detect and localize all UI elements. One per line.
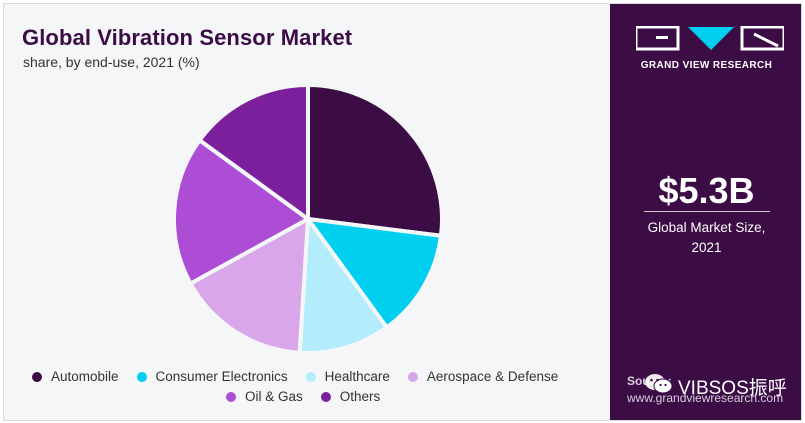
chart-title: Global Vibration Sensor Market	[22, 25, 353, 50]
legend-label: Healthcare	[324, 369, 390, 384]
legend-label: Others	[339, 389, 381, 404]
pie-slice-oil-gas	[172, 138, 310, 286]
pie-slice-aerospace-defense	[188, 217, 310, 355]
legend-item-consumer-electronics: Consumer Electronics	[136, 369, 288, 384]
legend-item-others: Others	[320, 389, 381, 404]
pie-slice-consumer-electronics	[306, 217, 443, 330]
legend-marker	[136, 371, 147, 382]
market-caption-line1: Global Market Size,	[647, 220, 766, 235]
pie-slice-automobile	[306, 83, 444, 238]
watermark-text: VIBSOS振呼	[678, 378, 787, 399]
chart-panel: Global Vibration Sensor Market share, by…	[4, 4, 610, 420]
brand-name: GRAND VIEW RESEARCH	[640, 60, 773, 71]
legend-row-1: Automobile Consumer Electronics Healthcare…	[32, 369, 576, 384]
legend-item-aerospace-defense: Aerospace & Defense	[407, 369, 559, 384]
pie-slice-healthcare	[297, 217, 389, 356]
divider	[644, 211, 770, 212]
wechat-icon	[645, 374, 673, 394]
chart-subtitle: share, by end-use, 2021 (%)	[23, 54, 200, 70]
legend-item-oil-gas: Oil & Gas	[226, 389, 303, 404]
source-url: www.grandviewresearch.com	[627, 391, 784, 405]
pie-chart	[172, 83, 444, 356]
legend-marker	[407, 371, 418, 382]
legend-label: Automobile	[51, 369, 119, 384]
legend-item-automobile: Automobile	[32, 369, 119, 384]
summary-sidebar: GRAND VIEW RESEARCH $5.3B Global Market …	[610, 4, 801, 420]
legend-item-healthcare: Healthcare	[305, 369, 390, 384]
grand-view-research-logo	[636, 26, 784, 51]
market-caption-line2: 2021	[691, 240, 722, 255]
infographic-card: Global Vibration Sensor Market share, by…	[3, 3, 802, 421]
legend-row-2: Oil & Gas Others	[226, 389, 398, 404]
legend-label: Consumer Electronics	[155, 369, 288, 384]
legend-marker	[32, 371, 42, 382]
legend-label: Oil & Gas	[245, 389, 303, 404]
legend-marker	[226, 391, 236, 402]
market-size-caption: Global Market Size, 2021	[610, 218, 801, 258]
legend-marker	[305, 371, 316, 382]
legend-marker	[320, 391, 331, 402]
pie-slice-others	[197, 83, 310, 221]
market-size-value: $5.3B	[658, 170, 755, 211]
legend-label: Aerospace & Defense	[426, 369, 559, 384]
